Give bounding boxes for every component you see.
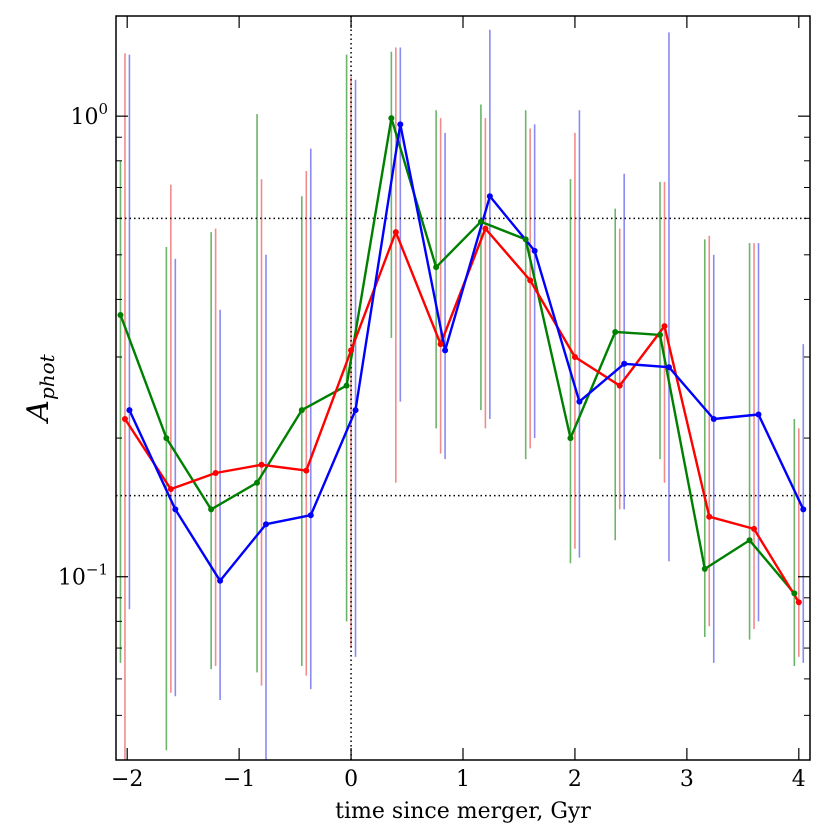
error-bars <box>119 29 805 760</box>
x-tick-label: −1 <box>223 767 255 792</box>
data-point <box>348 347 355 354</box>
data-point <box>706 513 713 520</box>
data-point <box>392 229 399 236</box>
data-point <box>571 353 578 360</box>
data-point <box>477 218 484 225</box>
data-point <box>701 565 708 572</box>
series-points <box>117 115 807 606</box>
data-point <box>433 264 440 271</box>
data-point <box>482 225 489 232</box>
y-tick-label: 100 <box>70 100 108 130</box>
data-point <box>746 537 753 544</box>
axis-ticks <box>116 16 810 760</box>
plot-frame <box>115 15 811 761</box>
tick-labels: −2 −1 0 1 2 3 4 10−1 100 <box>58 100 806 792</box>
data-point <box>217 577 224 584</box>
y-axis-label-main: A <box>21 400 56 425</box>
data-point <box>751 525 758 532</box>
x-tick-label: 4 <box>792 767 806 792</box>
x-tick-label: 0 <box>344 767 358 792</box>
data-point <box>616 382 623 389</box>
data-point <box>486 193 493 200</box>
data-point <box>343 382 350 389</box>
data-point <box>567 435 574 442</box>
data-point <box>442 347 449 354</box>
data-point <box>621 360 628 367</box>
data-point <box>307 512 314 519</box>
data-point <box>258 461 265 468</box>
data-point <box>710 416 717 423</box>
data-point <box>298 407 305 414</box>
data-point <box>661 323 668 330</box>
x-tick-label: 2 <box>568 767 582 792</box>
series-line <box>123 227 800 603</box>
x-tick-label: −2 <box>111 767 143 792</box>
data-point <box>795 599 802 606</box>
data-point <box>522 236 529 243</box>
data-point <box>208 506 215 513</box>
data-point <box>576 398 583 405</box>
y-axis-label-sub: phot <box>35 353 59 400</box>
data-point <box>254 479 261 486</box>
x-axis-label: time since merger, Gyr <box>335 799 591 824</box>
reference-lines <box>116 16 810 760</box>
x-tick-label: 1 <box>456 767 470 792</box>
data-point <box>121 416 128 423</box>
data-point <box>126 407 133 414</box>
data-point <box>262 521 269 528</box>
x-tick-label: 3 <box>680 767 694 792</box>
data-point <box>163 435 170 442</box>
series-line <box>128 123 805 582</box>
data-point <box>397 121 404 128</box>
data-point <box>303 467 310 474</box>
data-point <box>437 341 444 348</box>
data-point <box>800 506 807 513</box>
data-point <box>531 247 538 254</box>
data-point <box>657 331 664 338</box>
data-point <box>665 364 672 371</box>
data-point <box>612 328 619 335</box>
data-point <box>791 590 798 597</box>
data-point <box>117 312 124 319</box>
data-point <box>167 486 174 493</box>
y-tick-label: 10−1 <box>58 561 108 591</box>
data-point <box>388 115 395 122</box>
y-axis-label: Aphot <box>21 353 59 424</box>
data-point <box>527 277 534 284</box>
series-lines <box>119 116 805 603</box>
data-point <box>172 506 179 513</box>
data-point <box>212 469 219 476</box>
data-point <box>352 407 359 414</box>
data-point <box>755 411 762 418</box>
series-line <box>119 116 796 595</box>
